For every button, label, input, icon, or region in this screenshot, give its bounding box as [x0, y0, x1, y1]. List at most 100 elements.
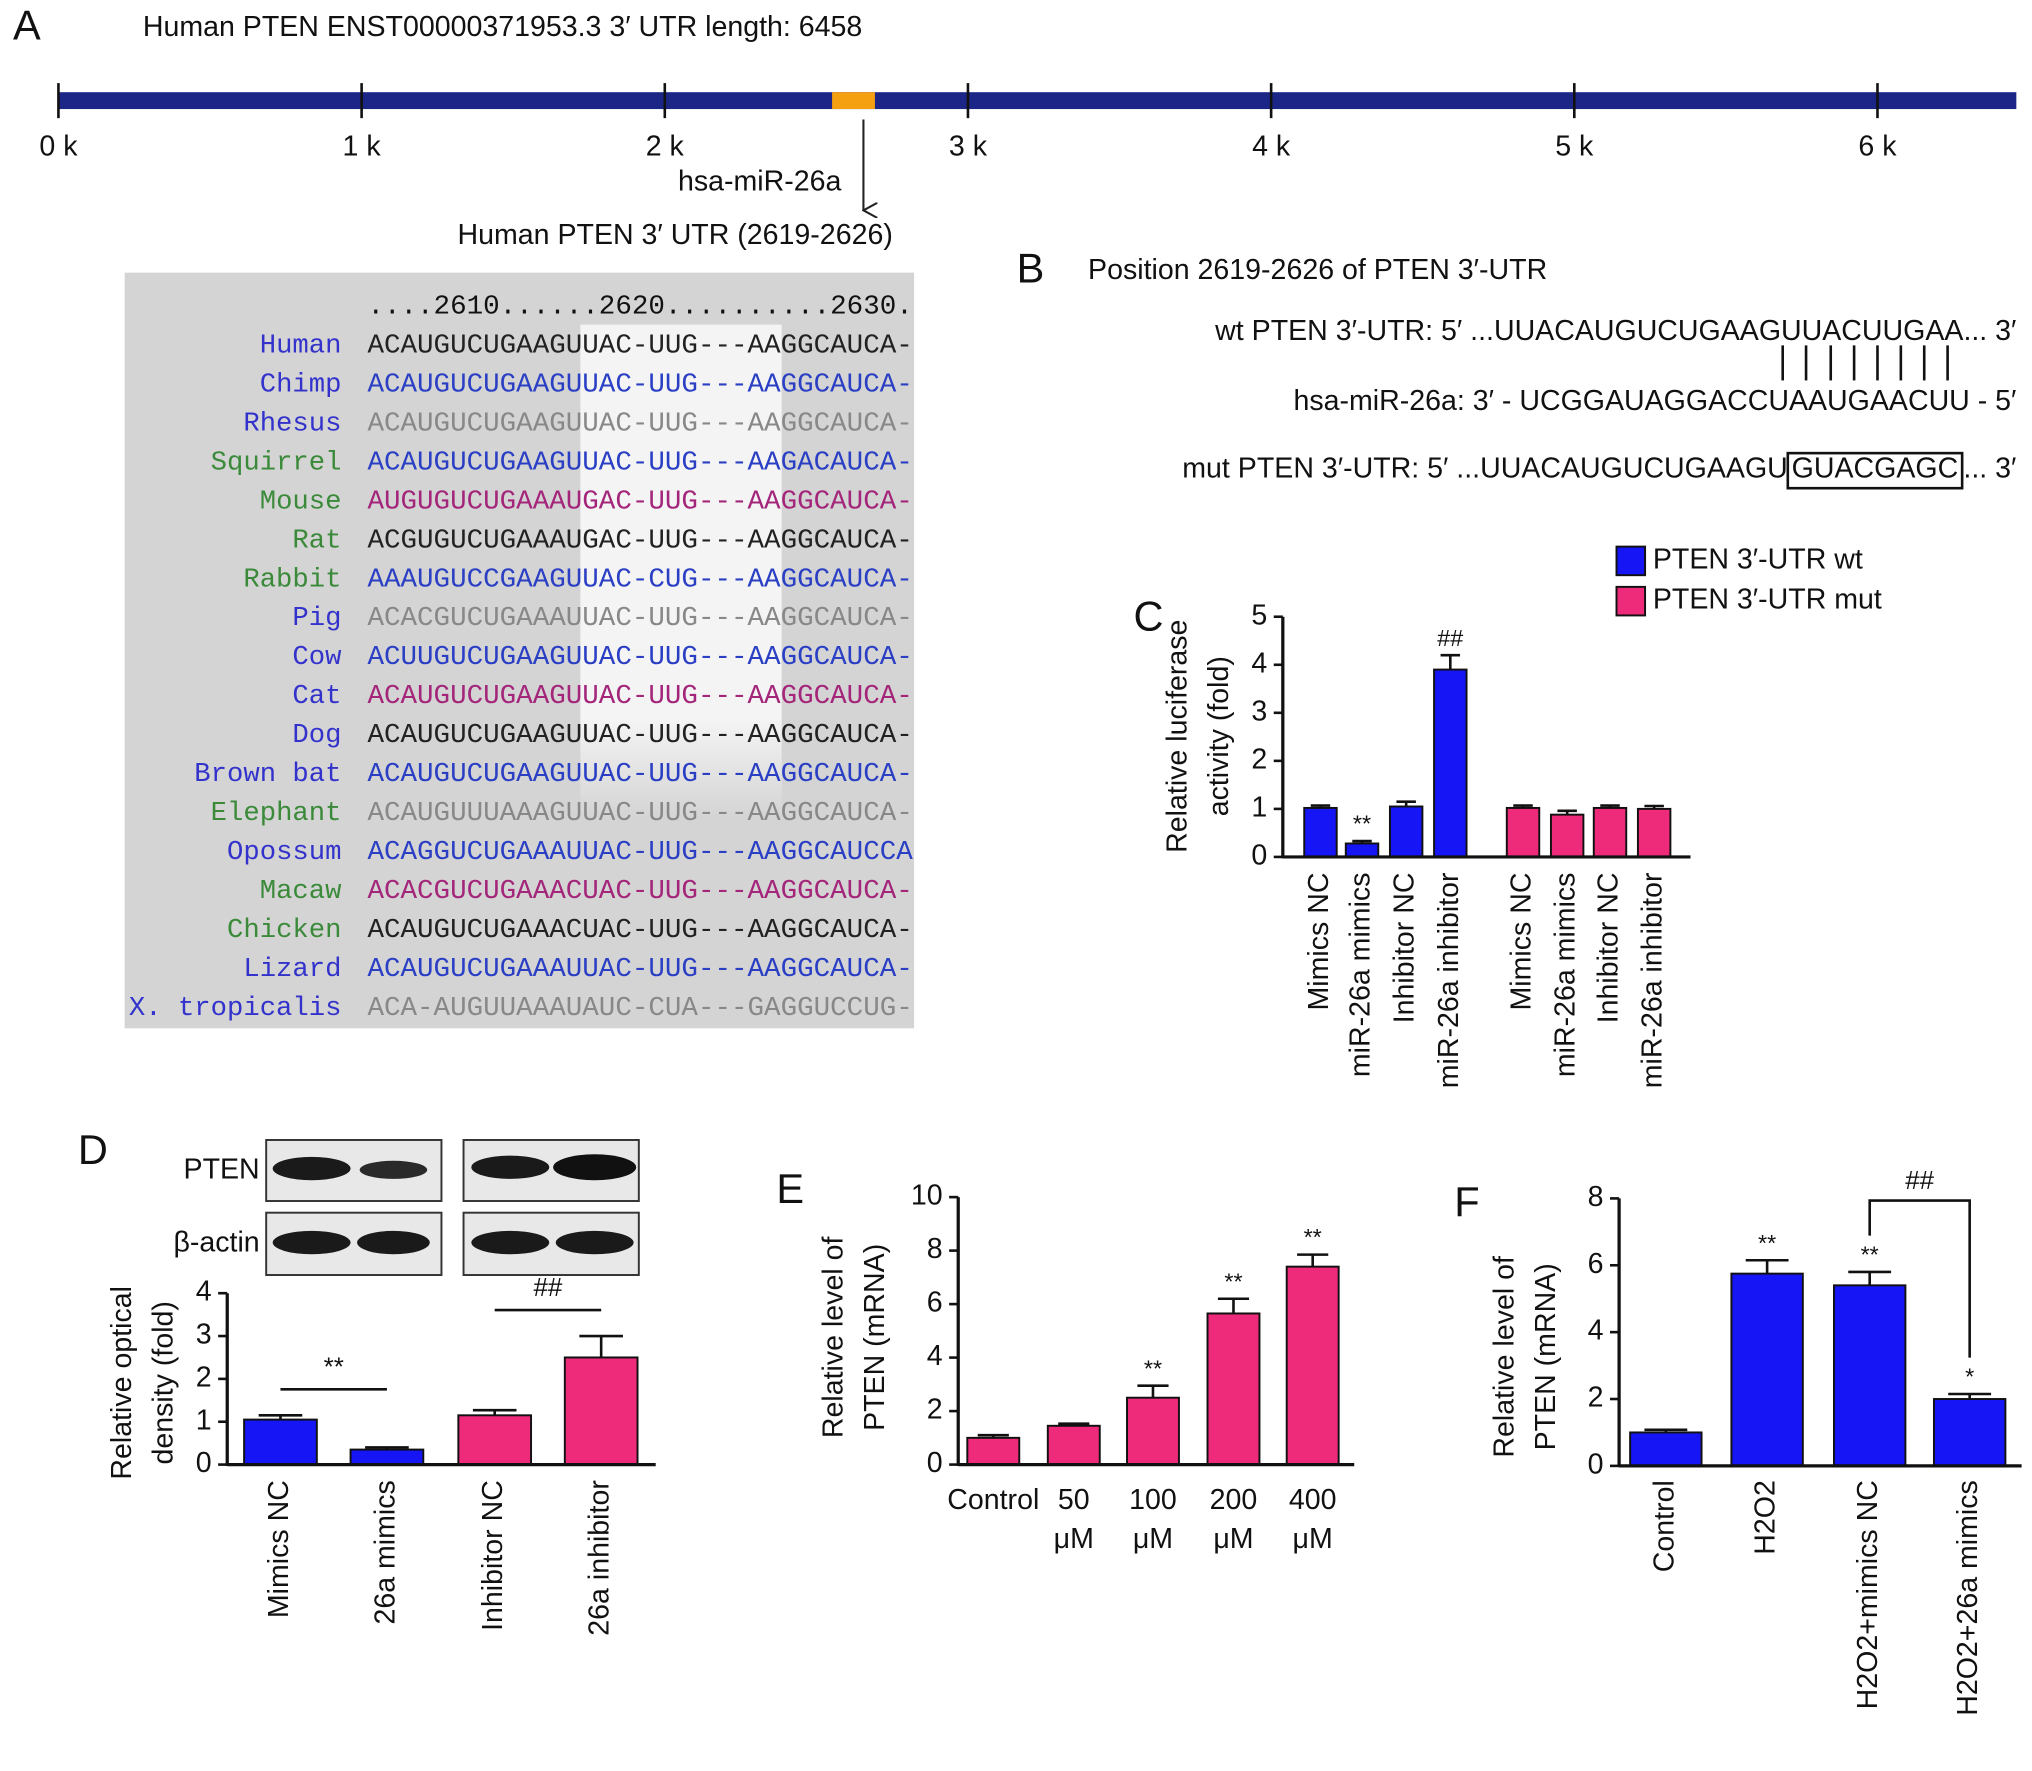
y-axis-label: density (fold): [147, 1301, 179, 1464]
bar: [1388, 805, 1424, 858]
panel-label: E: [776, 1165, 804, 1212]
species-sequence: ACAUGUCUGAAGUUAC-UUG---AAGGCAUCA-: [367, 681, 912, 712]
bar: [1932, 1398, 2007, 1467]
panel-label: C: [1134, 592, 1164, 639]
x-tick-label: miR-26a inhibitor: [1637, 872, 1669, 1088]
species-name: Dog: [292, 720, 341, 751]
utr-track: [58, 92, 2017, 110]
panel-label: D: [78, 1126, 108, 1173]
bar: [349, 1448, 425, 1466]
y-axis-label: PTEN (mRNA): [1530, 1263, 1562, 1450]
species-sequence: ACUUGUCUGAAGUUAC-UUG---AAGGCAUCA-: [367, 642, 912, 673]
pairing-lines: [1781, 345, 1949, 381]
alignment-highlight: [580, 324, 782, 818]
species-sequence: ACAGGUCUGAAAUUAC-UUG---AAGGCAUCCA: [367, 837, 913, 868]
x-tick-label: 400 μM: [1289, 1483, 1337, 1554]
species-name: Rhesus: [243, 408, 341, 439]
species-sequence: ACAUGUCUGAAAUUAC-UUG---AAGGCAUCA-: [367, 954, 912, 985]
bar: [1505, 806, 1541, 858]
species-name: Squirrel: [211, 447, 342, 478]
species-name: Opossum: [227, 837, 341, 868]
significance: **: [1758, 1230, 1776, 1256]
bar: [1126, 1396, 1180, 1466]
y-axis-label: Relative level of: [817, 1237, 849, 1439]
y-tick-label: 4: [1588, 1315, 1604, 1347]
panel-label: B: [1017, 244, 1045, 291]
species-sequence: ACAUGUCUGAAGUUAC-UUG---AAGGCAUCA-: [367, 331, 912, 362]
x-tick-label: Inhibitor NC: [1593, 873, 1625, 1024]
y-tick-label: 8: [927, 1233, 943, 1265]
x-tick-label: 6 k: [1858, 131, 1897, 163]
panel-title: Position 2619-2626 of PTEN 3′-UTR: [1088, 254, 1547, 286]
y-tick-label: 3: [196, 1319, 212, 1351]
species-sequence: AUGUGUCUGAAAUGAC-UUG---AAGGCAUCA-: [367, 486, 912, 517]
y-tick-label: 0: [1588, 1448, 1604, 1480]
species-name: Pig: [292, 603, 341, 634]
bar: [1206, 1312, 1261, 1466]
x-tick-label: 200 μM: [1210, 1483, 1258, 1554]
blot-label: β-actin: [173, 1226, 259, 1258]
y-tick-label: 5: [1251, 599, 1267, 631]
mirna-sequence: hsa-miR-26a: 3′ - UCGGAUAGGACCUAAUGAACUU…: [1293, 385, 2016, 417]
track-title: Human PTEN ENST00000371953.3 3′ UTR leng…: [143, 11, 862, 43]
significance: **: [1861, 1242, 1879, 1268]
species-sequence: ACA-AUGUUAAAUAUC-CUA---GAGGUCCUG-: [367, 993, 912, 1024]
mut-sequence-box: GUACGAGC: [1792, 453, 1959, 485]
y-tick-label: 2: [927, 1394, 943, 1426]
bar: [563, 1356, 639, 1466]
y-tick-label: 1: [196, 1404, 212, 1436]
x-tick-label: Mimics NC: [1303, 873, 1335, 1011]
x-tick-label: 26a mimics: [369, 1480, 401, 1624]
target-site: [832, 92, 875, 110]
legend-swatch: [1615, 545, 1647, 577]
x-tick-label: miR-26a inhibitor: [1433, 872, 1465, 1088]
site-label: hsa-miR-26a: [678, 166, 842, 198]
y-axis-label: Relative level of: [1489, 1256, 1521, 1458]
species-name: Brown bat: [194, 759, 341, 790]
x-tick-label: Mimics NC: [1506, 873, 1538, 1011]
species-name: Macaw: [260, 876, 342, 907]
species-name: Chimp: [260, 370, 342, 401]
species-name: Cow: [292, 642, 342, 673]
significance: ##: [1437, 625, 1463, 651]
y-tick-label: 4: [1251, 647, 1267, 679]
y-tick-label: 6: [927, 1287, 943, 1319]
bracket: [1868, 1199, 1971, 1358]
y-tick-label: 1: [1251, 791, 1267, 823]
x-tick-label: miR-26a mimics: [1550, 873, 1582, 1078]
bar: [1285, 1265, 1340, 1466]
significance: **: [1224, 1268, 1242, 1294]
bar: [1592, 806, 1628, 858]
significance: *: [1965, 1364, 1974, 1390]
species-sequence: ACACGUCUGAAACUAC-UUG---AAGGCAUCA-: [367, 876, 912, 907]
mut-sequence-end: ... 3′: [1963, 453, 2016, 485]
significance: **: [1144, 1355, 1162, 1381]
x-tick-label: 4 k: [1252, 131, 1291, 163]
x-tick-label: 1 k: [343, 131, 382, 163]
x-tick-label: H2O2+26a mimics: [1952, 1480, 1984, 1716]
species-name: Human: [260, 331, 342, 362]
x-tick-label: 50 μM: [1054, 1483, 1094, 1554]
alignment-ruler: ....2610......2620..........2630.: [367, 292, 912, 323]
species-sequence: ACAUGUCUGAAGUUAC-UUG---AAGGCAUCA-: [367, 408, 912, 439]
y-tick-label: 2: [1588, 1382, 1604, 1414]
y-tick-label: 2: [196, 1361, 212, 1393]
y-tick-label: 0: [927, 1447, 943, 1479]
panel-label: A: [13, 2, 41, 49]
western-blot: [265, 1139, 640, 1276]
bar: [243, 1418, 318, 1466]
species-sequence: ACAUGUCUGAAACUAC-UUG---AAGGCAUCA-: [367, 915, 912, 946]
y-tick-label: 8: [1588, 1181, 1604, 1213]
bar: [1636, 807, 1672, 858]
x-tick-label: Control: [947, 1483, 1039, 1515]
y-tick-label: 0: [1251, 839, 1267, 871]
significance: **: [1304, 1224, 1322, 1250]
species-sequence: ACAUGUCUGAAGUUAC-UUG---AAGGCAUCA-: [367, 370, 912, 401]
species-name: Rabbit: [243, 564, 341, 595]
bar: [1433, 668, 1468, 858]
x-tick-label: 100 μM: [1129, 1483, 1177, 1554]
x-tick-label: Inhibitor NC: [477, 1480, 509, 1631]
bar: [1344, 842, 1380, 858]
wt-sequence: wt PTEN 3′-UTR: 5′ ...UUACAUGUCUGAAGUUAC…: [1214, 315, 2016, 347]
